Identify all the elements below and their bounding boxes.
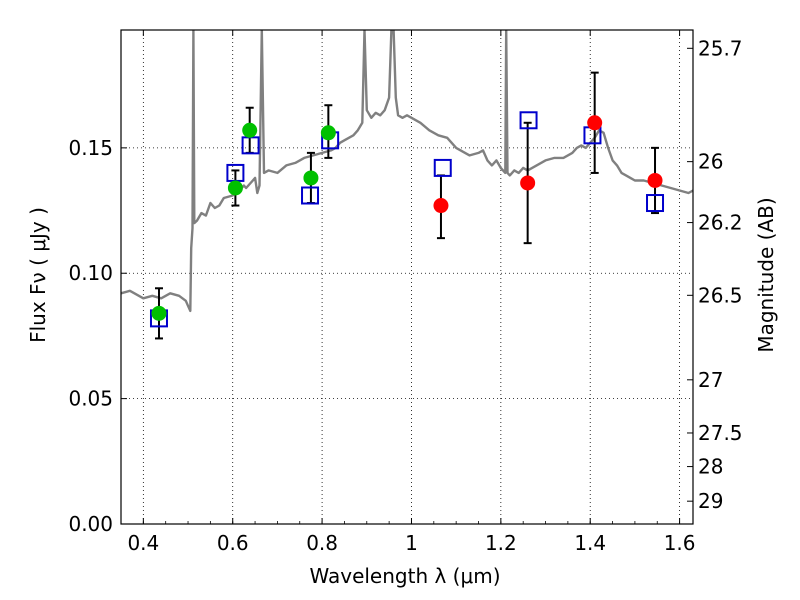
y2-tick-label: 27.5 — [698, 421, 743, 445]
axes: 0.4 0.6 0.8 1 1.2 1.4 1.6 0.00 0.05 0.10 0.15 25.7 2… — [68, 29, 743, 555]
x-tick-label: 0.8 — [306, 531, 338, 555]
y2-tick-label: 27 — [698, 368, 723, 392]
data-markers — [149, 71, 665, 340]
green-data-point — [242, 122, 258, 138]
x-tick-label: 1.2 — [485, 531, 517, 555]
x-axis-label: Wavelength λ (μm) — [309, 564, 500, 588]
y2-tick-label: 26.2 — [698, 211, 743, 235]
model-spectrum — [121, 30, 693, 313]
green-data-point — [151, 305, 167, 321]
model-square-point — [433, 158, 452, 177]
red-data-point — [647, 172, 663, 188]
x-tick-label: 0.4 — [127, 531, 159, 555]
y-tick-label: 0.00 — [68, 512, 113, 536]
sed-line — [121, 30, 693, 313]
y-axis-label: Flux Fν ( μJy ) — [26, 207, 50, 343]
x-tick-label: 1.4 — [574, 531, 606, 555]
green-data-point — [320, 125, 336, 141]
grid — [121, 30, 693, 524]
x-tick-label: 0.6 — [217, 531, 249, 555]
green-data-point — [227, 180, 243, 196]
y2-tick-label: 26.5 — [698, 283, 743, 307]
model-square-point — [519, 111, 538, 130]
y-tick-label: 0.10 — [68, 261, 113, 285]
x-tick-label: 1 — [405, 531, 418, 555]
y2-tick-label: 25.7 — [698, 36, 743, 60]
model-square-point — [646, 194, 665, 213]
plot-frame — [120, 29, 694, 525]
x-tick-label: 1.6 — [664, 531, 696, 555]
green-data-point — [303, 170, 319, 186]
red-data-point — [520, 175, 536, 191]
y2-tick-label: 28 — [698, 455, 723, 479]
y2-axis-label: Magnitude (AB) — [754, 197, 778, 352]
y-tick-label: 0.15 — [68, 136, 113, 160]
y2-tick-label: 29 — [698, 489, 723, 513]
red-data-point — [433, 198, 449, 214]
y-tick-label: 0.05 — [68, 387, 113, 411]
model-square-point — [301, 186, 320, 205]
red-data-point — [587, 115, 603, 131]
y2-tick-label: 26 — [698, 150, 723, 174]
